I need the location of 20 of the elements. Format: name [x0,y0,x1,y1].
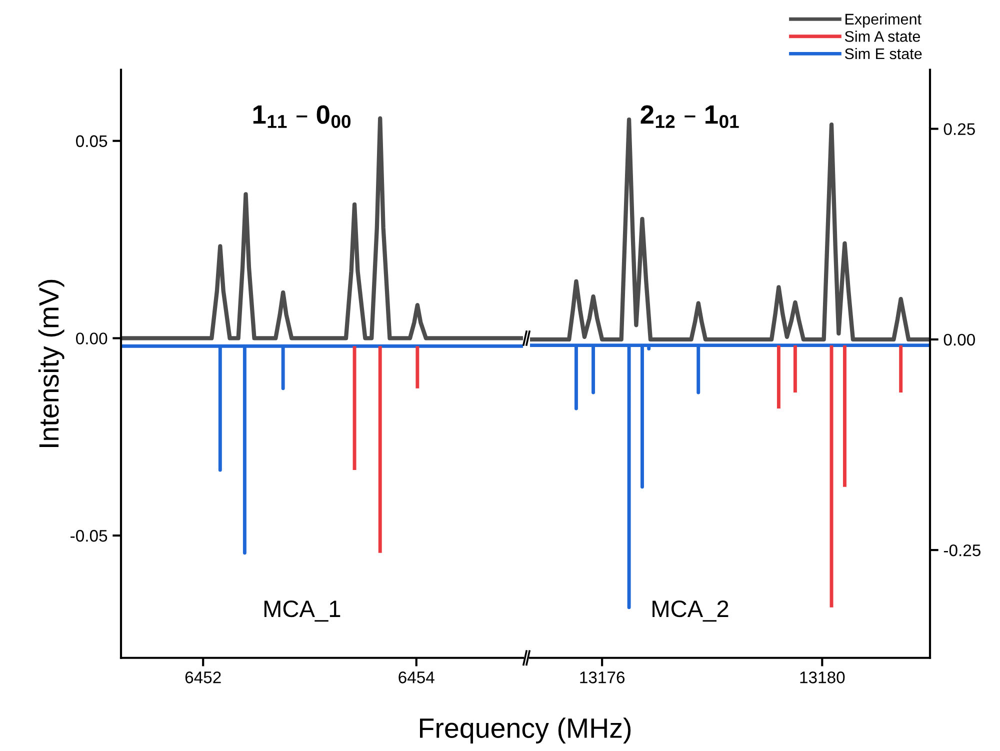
y-tick-label: 0.05 [76,135,108,148]
y2-tick-label: 0.00 [944,334,975,346]
x-tick-label: 6452 [185,672,221,684]
x-tick-label: 6454 [398,672,434,684]
legend-label: Sim A state [844,30,920,42]
y2-tick-label: -0.25 [944,544,980,556]
y-tick-label: -0.05 [70,530,108,542]
x-tick-label: 13176 [580,672,625,684]
x-tick-label: 13180 [800,672,845,684]
annotation: 1$_{11}$ – 0$_{00}$ [253,105,350,128]
annotation: 2$_{12}$ – 1$_{01}$ [640,105,739,128]
y-axis-title: Intensity (mV) [38,280,64,447]
line-series [121,344,523,555]
y2-tick-label: 0.25 [944,123,975,136]
annotation: MCA_1 [264,600,340,622]
legend-label: Experiment [846,13,922,28]
x-axis-title: Frequency (MHz) [420,718,631,744]
legend-label: Sim E state [844,48,922,60]
annotation: MCA_2 [652,600,728,622]
y-tick-label: 0.00 [76,332,108,344]
